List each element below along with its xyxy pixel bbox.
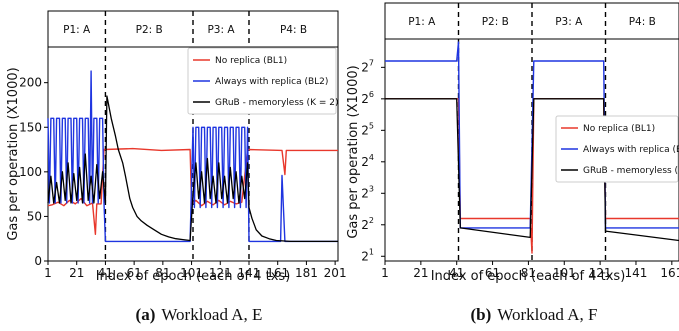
phase-label-a-1: P1: A (63, 24, 91, 36)
y-tick-label-b-6: 27 (361, 58, 374, 74)
phase-label-a-2: P2: B (136, 24, 163, 36)
x-tick-label-a-101: 101 (180, 266, 203, 280)
legend-label-a-1: No replica (BL1) (215, 56, 287, 66)
y-tick-label-b-4: 25 (361, 121, 374, 137)
x-axis-label-a: Index of epoch (each of 4 txs) (96, 269, 291, 284)
caption-a: (a) Workload A, E (136, 305, 263, 324)
x-tick-label-b-141: 141 (625, 266, 648, 280)
series-line-a-2 (47, 70, 338, 243)
chart-panel-a: P1: A P2: B P3: A P4: B 1 21 41 61 81 101 121 141 1… (6, 10, 347, 324)
x-tick-label-b-161: 161 (660, 266, 679, 280)
x-ticks-a: 1 21 41 61 81 101 121 141 161 181 201 (44, 261, 347, 280)
x-tick-label-b-101: 101 (553, 266, 576, 280)
y-axis-label-a: Gas per operation (X1000) (6, 67, 21, 240)
series-line-a-1 (47, 147, 338, 236)
caption-label-a: (a) (136, 305, 156, 324)
caption-b: (b) Workload A, F (471, 305, 598, 324)
phase-label-a-4: P4: B (280, 24, 307, 36)
y-tick-label-b-3: 24 (361, 153, 374, 169)
legend-b: No replica (BL1) Always with replica (BL2… (555, 115, 679, 183)
caption-text-b: Workload A, F (497, 305, 597, 324)
legend-a: No replica (BL1) Always with replica (BL2… (187, 47, 338, 115)
x-tick-label-a-41: 41 (98, 266, 113, 280)
x-tick-label-a-61: 61 (126, 266, 141, 280)
legend-box-a (187, 47, 337, 115)
legend-label-a-2: Always with replica (BL2) (215, 77, 328, 87)
x-tick-label-a-21: 21 (69, 266, 84, 280)
y-tick-label-a-1: 50 (27, 209, 42, 223)
y-tick-label-b-1: 22 (361, 216, 374, 232)
phase-label-b-2: P2: B (482, 16, 509, 28)
legend-label-b-1: No replica (BL1) (583, 124, 655, 134)
y-tick-label-b-0: 21 (361, 247, 374, 263)
x-tick-label-b-21: 21 (413, 266, 428, 280)
x-axis-label-b: Index of epoch (each of 4 txs) (431, 269, 626, 284)
x-tick-label-b-61: 61 (485, 266, 500, 280)
x-tick-label-a-201: 201 (324, 266, 347, 280)
phase-labels-a: P1: A P2: B P3: A P4: B (63, 24, 307, 36)
x-tick-label-a-161: 161 (266, 266, 289, 280)
series-line-a-3 (47, 95, 338, 243)
y-tick-label-a-3: 150 (19, 120, 42, 134)
chart-panel-b: P1: A P2: B P3: A P4: B 1 21 41 61 81 101 121 141 1… (346, 2, 679, 324)
series-line-b-3 (385, 98, 679, 242)
phase-label-a-3: P3: A (207, 24, 235, 36)
y-tick-label-b-2: 23 (361, 184, 374, 200)
x-tick-label-a-141: 141 (238, 266, 261, 280)
y-axis-label-b: Gas per operation (X1000) (346, 65, 361, 238)
caption-label-b: (b) (471, 305, 492, 324)
legend-label-b-2: Always with replica (BL2) (583, 145, 679, 155)
y-ticks-b: 21 22 23 24 25 26 27 (361, 58, 385, 263)
x-tick-label-a-121: 121 (209, 266, 232, 280)
x-tick-label-a-81: 81 (155, 266, 170, 280)
phase-label-b-4: P4: B (629, 16, 656, 28)
y-ticks-a: 0 50 100 150 200 (19, 76, 48, 268)
phase-label-b-3: P3: A (555, 16, 583, 28)
y-tick-label-a-4: 200 (19, 76, 42, 90)
legend-label-b-3: GRuB - memoryless (K = 2) (583, 166, 679, 176)
series-a (47, 70, 338, 243)
x-tick-label-b-121: 121 (589, 266, 612, 280)
caption-text-a: Workload A, E (161, 305, 262, 324)
x-tick-label-a-1: 1 (44, 266, 52, 280)
phase-labels-b: P1: A P2: B P3: A P4: B (408, 16, 656, 28)
y-tick-label-a-2: 100 (19, 165, 42, 179)
x-tick-label-a-181: 181 (295, 266, 318, 280)
y-tick-label-a-0: 0 (34, 254, 42, 268)
legend-label-a-3: GRuB - memoryless (K = 2) (215, 98, 338, 108)
x-tick-label-b-1: 1 (381, 266, 389, 280)
phase-label-b-1: P1: A (408, 16, 436, 28)
x-tick-label-b-41: 41 (449, 266, 464, 280)
x-tick-label-b-81: 81 (521, 266, 536, 280)
y-tick-label-b-5: 26 (361, 90, 374, 106)
legend-box-b (555, 115, 679, 183)
